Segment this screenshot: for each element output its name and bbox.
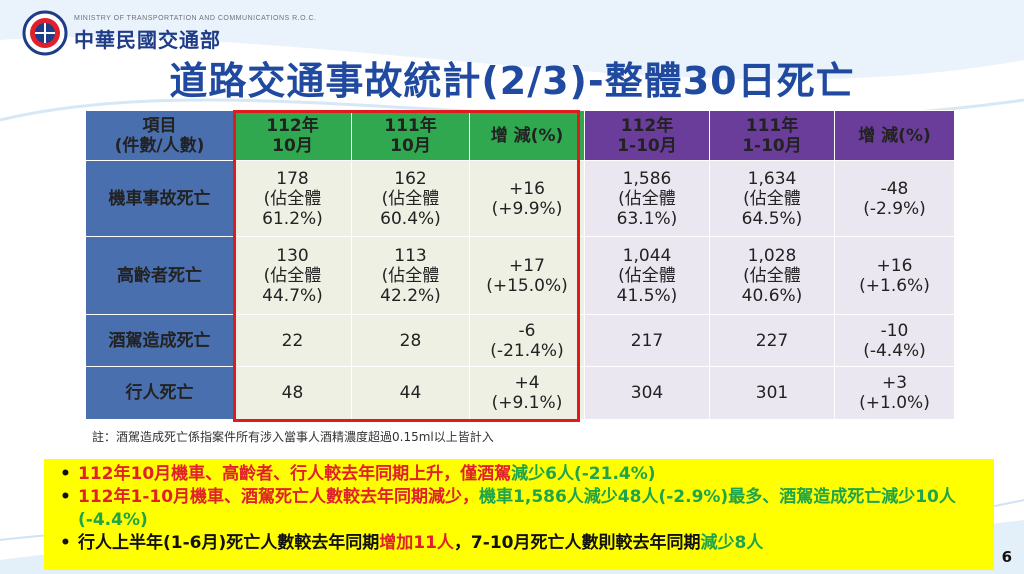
cell-change-increase: +4 (+9.1%) (469, 366, 585, 420)
row-label-motorcycle: 機車事故死亡 (85, 160, 234, 237)
cell-change-increase: +16 (+9.9%) (469, 160, 585, 237)
header-112-oct: 112年 10月 (233, 110, 352, 161)
cell-value: 227 (709, 314, 835, 367)
cell-change-increase: +17 (+15.0%) (469, 236, 585, 315)
cell-value: 22 (233, 314, 352, 367)
cell-value: 301 (709, 366, 835, 420)
cell-value: 1,044 (佔全體 41.5%) (584, 236, 710, 315)
statistics-table: 項目 (件數/人數) 112年 10月 111年 10月 增 減(%) 112年… (85, 110, 955, 420)
cell-value: 1,586 (佔全體 63.1%) (584, 160, 710, 237)
cell-change-decrease: -48 (-2.9%) (834, 160, 955, 237)
page-number: 6 (1001, 548, 1012, 566)
header-111-jan-oct: 111年 1-10月 (709, 110, 835, 161)
table-row: 行人死亡 48 44 +4 (+9.1%) 304 301 +3 (+1.0%) (85, 366, 955, 420)
cell-change-decrease: -10 (-4.4%) (834, 314, 955, 367)
header-112-jan-oct: 112年 1-10月 (584, 110, 710, 161)
table-row: 機車事故死亡 178 (佔全體 61.2%) 162 (佔全體 60.4%) +… (85, 160, 955, 237)
bullet-icon: • (60, 533, 71, 553)
table-row: 高齡者死亡 130 (佔全體 44.7%) 113 (佔全體 42.2%) +1… (85, 236, 955, 315)
cell-value: 178 (佔全體 61.2%) (233, 160, 352, 237)
cell-change-increase: +16 (+1.6%) (834, 236, 955, 315)
page-title: 道路交通事故統計(2/3)-整體30日死亡 (169, 59, 855, 103)
table-header-row: 項目 (件數/人數) 112年 10月 111年 10月 增 減(%) 112年… (85, 110, 955, 161)
ministry-name-chinese: 中華民國交通部 (74, 28, 221, 52)
cell-value: 217 (584, 314, 710, 367)
header-item: 項目 (件數/人數) (85, 110, 234, 161)
ministry-logo-icon (22, 10, 68, 56)
cell-value: 113 (佔全體 42.2%) (351, 236, 470, 315)
cell-change-decrease: -6 (-21.4%) (469, 314, 585, 367)
cell-value: 304 (584, 366, 710, 420)
bullet-icon: • (60, 487, 71, 507)
ministry-name-english: MINISTRY OF TRANSPORTATION AND COMMUNICA… (74, 15, 317, 22)
header-111-oct: 111年 10月 (351, 110, 470, 161)
bullet-icon: • (60, 464, 71, 484)
cell-value: 1,634 (佔全體 64.5%) (709, 160, 835, 237)
cell-value: 130 (佔全體 44.7%) (233, 236, 352, 315)
table-row: 酒駕造成死亡 22 28 -6 (-21.4%) 217 227 -10 (-4… (85, 314, 955, 367)
cell-value: 48 (233, 366, 352, 420)
cell-value: 1,028 (佔全體 40.6%) (709, 236, 835, 315)
row-label-pedestrian: 行人死亡 (85, 366, 234, 420)
footnote: 註：酒駕造成死亡係指案件所有涉入當事人酒精濃度超過0.15ml以上皆計入 (92, 430, 494, 444)
summary-bullet: • 行人上半年(1-6月)死亡人數較去年同期增加11人，7-10月死亡人數則較去年… (60, 533, 764, 553)
cell-value: 28 (351, 314, 470, 367)
cell-value: 162 (佔全體 60.4%) (351, 160, 470, 237)
cell-value: 44 (351, 366, 470, 420)
row-label-drunk-driving: 酒駕造成死亡 (85, 314, 234, 367)
summary-bullet: • 112年1-10月機車、酒駕死亡人數較去年同期減少，機車1,586人減少48人… (60, 487, 956, 530)
row-label-elderly: 高齡者死亡 (85, 236, 234, 315)
summary-box: • 112年10月機車、高齡者、行人較去年同期上升，僅酒駕減少6人(-21.4%)… (44, 459, 994, 570)
summary-bullet: • 112年10月機車、高齡者、行人較去年同期上升，僅酒駕減少6人(-21.4%) (60, 464, 656, 484)
cell-change-increase: +3 (+1.0%) (834, 366, 955, 420)
header-change-jan-oct: 增 減(%) (834, 110, 955, 161)
header-change-oct: 增 減(%) (469, 110, 585, 161)
